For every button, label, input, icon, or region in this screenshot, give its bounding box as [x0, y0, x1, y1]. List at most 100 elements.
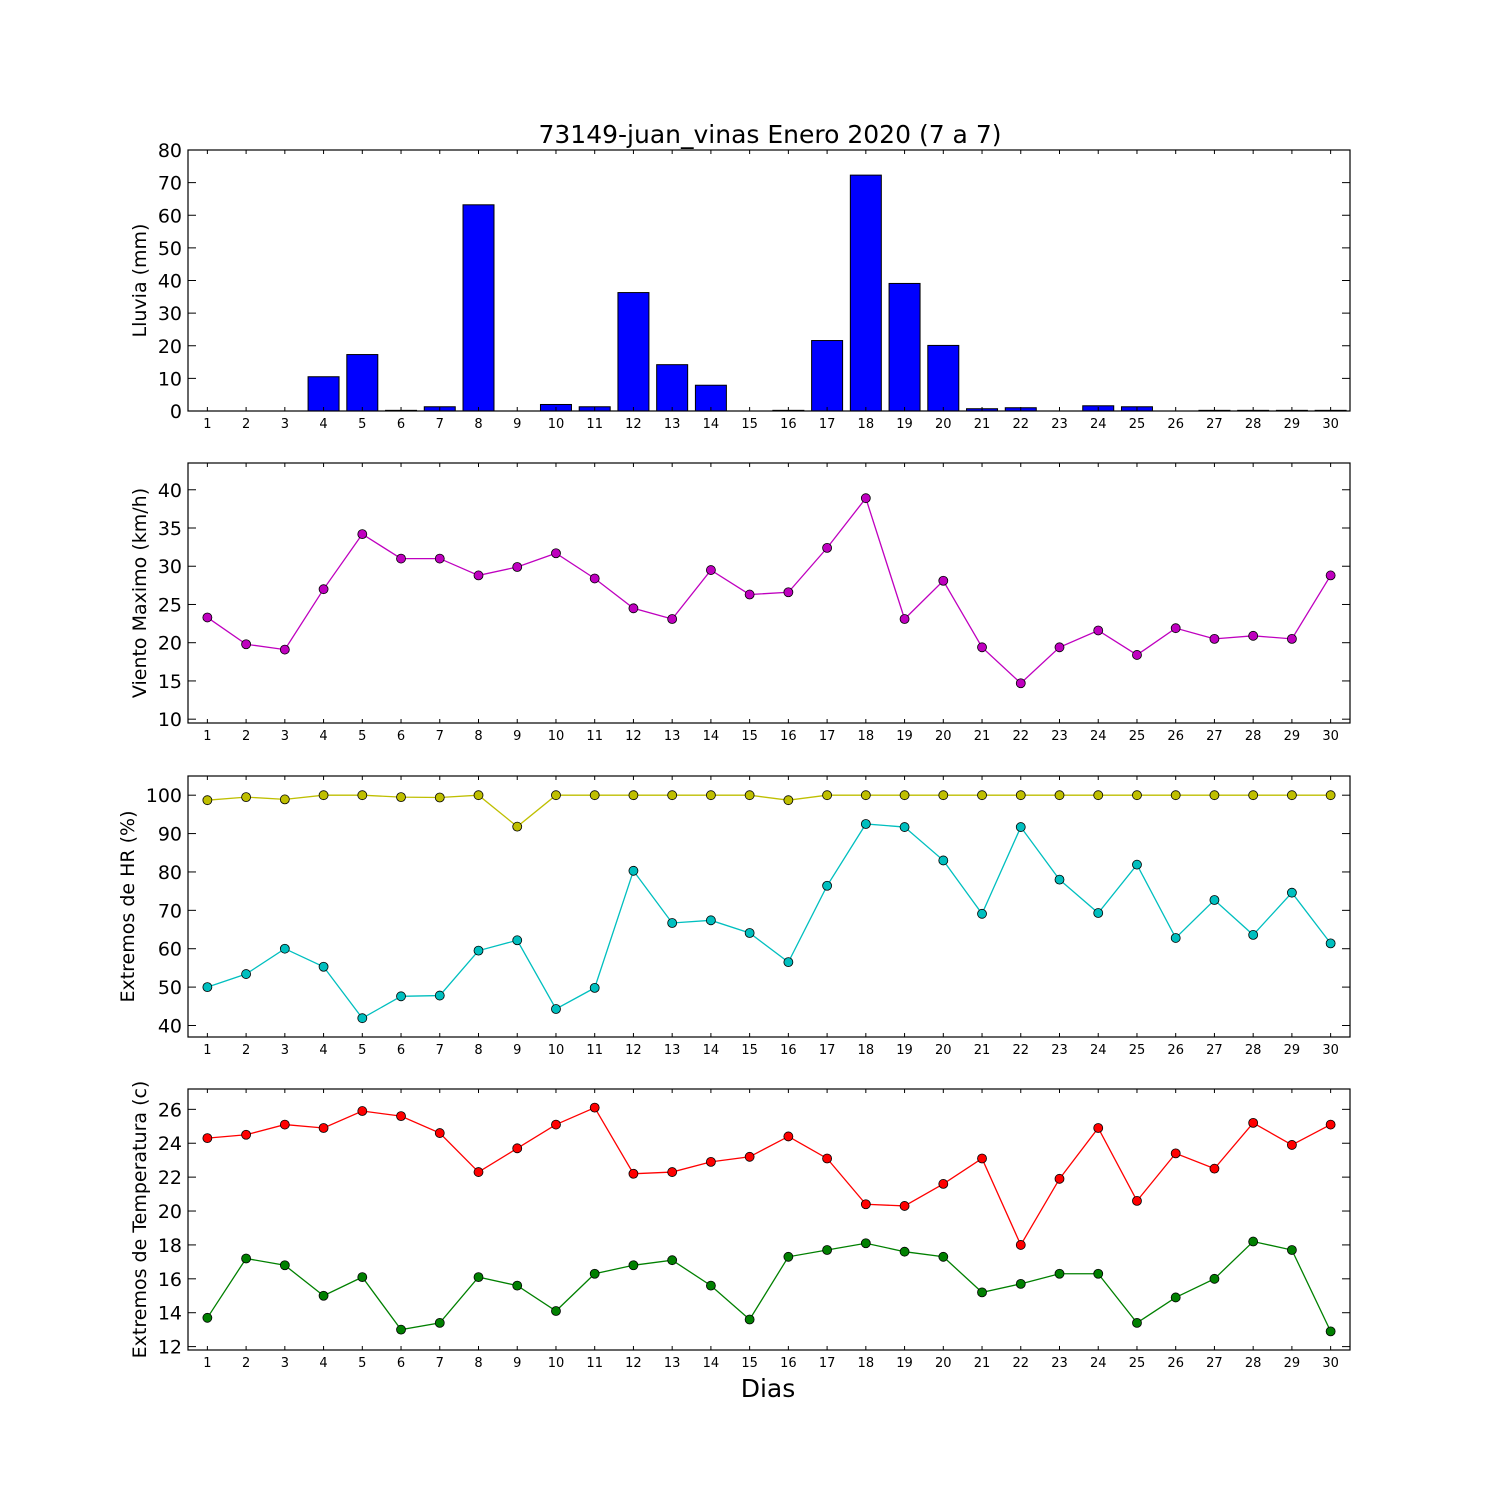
x-tick-label: 7 [436, 1356, 444, 1371]
x-tick-label: 21 [974, 729, 991, 744]
point-s2-28 [1248, 930, 1259, 940]
x-tick-label: 30 [1322, 1356, 1339, 1371]
point-s1-29 [1287, 790, 1297, 801]
x-tick-label: 10 [548, 1043, 565, 1058]
x-tick-label: 17 [819, 417, 836, 432]
point-s1-7 [434, 792, 445, 803]
point-s2-6 [396, 1324, 406, 1335]
point-s1-1 [202, 612, 213, 623]
x-tick-label: 4 [319, 417, 327, 432]
bar-12 [617, 292, 650, 412]
x-tick-label: 30 [1322, 729, 1339, 744]
point-s1-19 [899, 614, 910, 624]
point-s2-1 [202, 1312, 213, 1323]
point-s2-22 [1015, 822, 1026, 832]
point-s1-10 [551, 790, 561, 801]
point-s1-28 [1248, 790, 1259, 801]
x-tick-label: 5 [358, 1356, 366, 1371]
x-tick-label: 29 [1284, 417, 1301, 432]
point-s2-29 [1287, 1245, 1297, 1255]
y-tick-label: 0 [170, 401, 182, 423]
x-tick-label: 17 [819, 1356, 836, 1371]
point-s2-20 [938, 1251, 949, 1262]
y-tick-label: 70 [158, 900, 182, 922]
series-line-1 [207, 1106, 1331, 1247]
y-tick-label: 50 [158, 238, 182, 260]
point-s2-11 [589, 982, 600, 993]
x-tick-label: 22 [1012, 729, 1029, 744]
y-tick-label: 20 [158, 633, 182, 655]
point-s1-1 [202, 1133, 213, 1144]
bar-4 [307, 376, 340, 412]
point-s1-23 [1054, 790, 1065, 801]
point-s2-12 [628, 1260, 639, 1271]
x-tick-label: 24 [1090, 729, 1107, 744]
point-s1-25 [1132, 650, 1142, 660]
x-tick-label: 24 [1090, 1356, 1107, 1371]
point-s2-16 [783, 1251, 794, 1262]
point-s2-27 [1209, 1273, 1220, 1284]
x-tick-label: 6 [397, 417, 405, 432]
point-s1-9 [512, 821, 523, 832]
x-tick-label: 11 [586, 1043, 603, 1058]
x-tick-label: 27 [1206, 729, 1223, 744]
x-tick-label: 7 [436, 729, 444, 744]
point-s1-11 [589, 790, 600, 801]
x-tick-label: 2 [242, 729, 250, 744]
x-tick-label: 29 [1284, 729, 1301, 744]
x-tick-label: 5 [358, 1043, 366, 1058]
point-s1-25 [1132, 790, 1142, 801]
point-s2-21 [977, 908, 987, 919]
point-s1-4 [318, 584, 329, 595]
bar-14 [694, 384, 727, 412]
x-tick-label: 14 [703, 729, 720, 744]
point-s1-26 [1170, 1148, 1181, 1159]
x-tick-label: 2 [242, 1356, 250, 1371]
point-s2-7 [434, 1317, 445, 1328]
x-tick-label: 5 [358, 417, 366, 432]
x-tick-label: 15 [741, 1356, 758, 1371]
y-tick-label: 50 [158, 977, 182, 999]
x-tick-label: 8 [474, 1043, 482, 1058]
point-s1-11 [589, 1102, 600, 1113]
axes-frame [187, 775, 1351, 1038]
x-tick-label: 23 [1051, 1043, 1068, 1058]
x-tick-label: 12 [625, 729, 642, 744]
point-s1-18 [860, 493, 871, 504]
point-s1-14 [706, 565, 716, 575]
x-tick-label: 21 [974, 417, 991, 432]
x-tick-label: 25 [1129, 417, 1146, 432]
x-tick-label: 26 [1167, 1356, 1184, 1371]
x-tick-label: 25 [1129, 1043, 1146, 1058]
point-s1-6 [396, 1111, 406, 1122]
x-tick-label: 14 [703, 417, 720, 432]
point-s1-13 [667, 790, 678, 801]
point-s1-29 [1287, 633, 1297, 644]
x-tick-label: 11 [586, 729, 603, 744]
axes-frame [187, 462, 1351, 724]
point-s2-15 [744, 1314, 755, 1325]
x-tick-label: 11 [586, 417, 603, 432]
x-tick-label: 6 [397, 729, 405, 744]
point-s1-27 [1209, 633, 1220, 644]
point-s2-30 [1325, 1326, 1336, 1337]
point-s1-20 [938, 575, 949, 586]
x-tick-label: 13 [664, 1043, 681, 1058]
x-tick-label: 27 [1206, 1356, 1223, 1371]
x-tick-label: 24 [1090, 417, 1107, 432]
point-s2-8 [473, 1272, 484, 1283]
point-s2-14 [706, 915, 716, 926]
x-tick-label: 6 [397, 1356, 405, 1371]
y-tick-label: 22 [158, 1167, 182, 1189]
point-s2-24 [1093, 908, 1104, 918]
point-s1-19 [899, 1201, 910, 1211]
point-s1-8 [473, 790, 484, 801]
point-s1-17 [822, 542, 832, 553]
point-s1-5 [357, 1106, 368, 1116]
x-tick-label: 8 [474, 417, 482, 432]
point-s1-15 [744, 1151, 755, 1162]
x-tick-label: 25 [1129, 729, 1146, 744]
point-s1-4 [318, 790, 329, 801]
